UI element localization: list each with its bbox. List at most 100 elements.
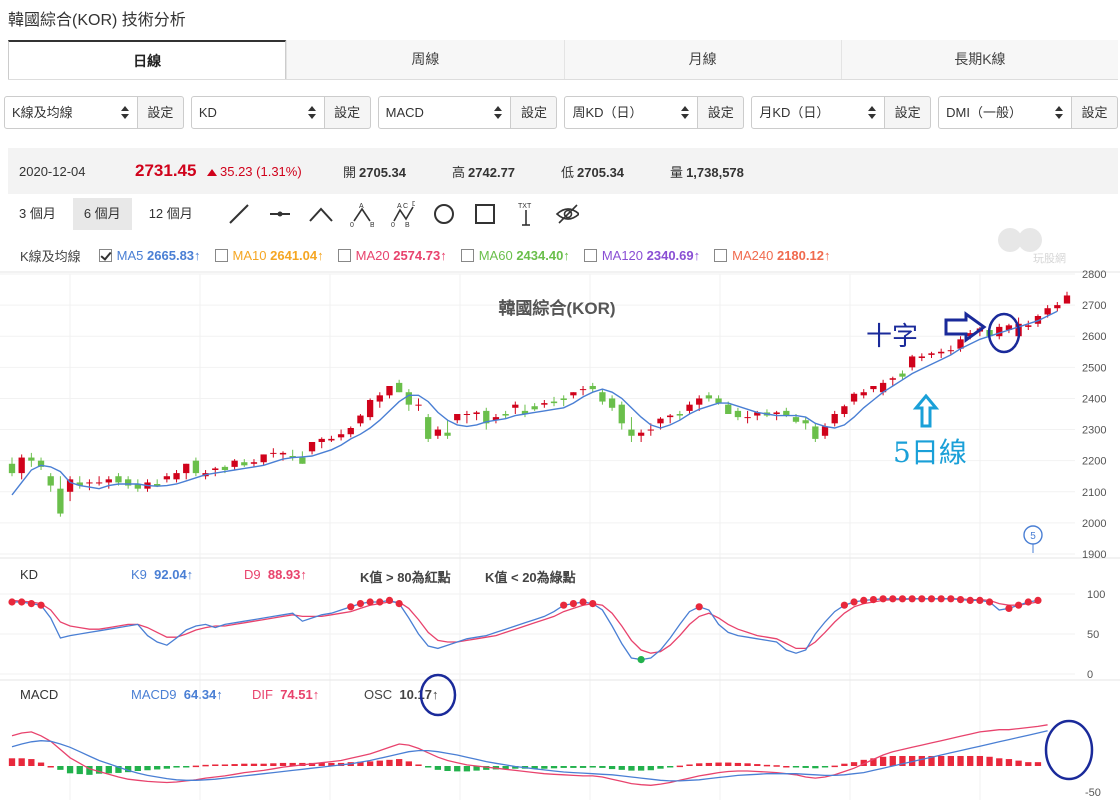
checkbox-icon <box>714 249 728 262</box>
settings-button-6[interactable]: 設定 <box>1071 96 1118 129</box>
candle-body <box>676 414 683 416</box>
osc-bar <box>28 759 35 766</box>
tab-daily[interactable]: 日線 <box>8 40 287 79</box>
candle <box>744 410 751 424</box>
settings-button-3[interactable]: 設定 <box>511 96 558 129</box>
tool-label: TXT <box>518 203 532 210</box>
kd-red-dot <box>1005 604 1013 613</box>
quote-volume: 量 1,738,578 <box>670 162 744 181</box>
selector-group-6: DMI（一般） 設定 <box>938 96 1118 129</box>
candle <box>444 420 451 439</box>
selector-group-4: 周KD（日） 設定 <box>564 96 745 129</box>
ma60-toggle[interactable]: MA60 2434.40↑ <box>460 248 570 263</box>
line-tool-icon[interactable] <box>227 202 251 226</box>
settings-button-2[interactable]: 設定 <box>324 96 371 129</box>
circle-icon[interactable] <box>432 202 456 226</box>
candle-body <box>928 353 935 355</box>
ma5-toggle[interactable]: MA5 2665.83↑ <box>98 248 201 263</box>
candle-body <box>938 351 945 354</box>
candle-body <box>637 432 645 436</box>
candle-body <box>618 404 625 424</box>
tab-monthly[interactable]: 月線 <box>563 40 841 79</box>
angle-icon[interactable] <box>309 202 333 226</box>
text-tool-icon[interactable]: TXT <box>514 202 538 226</box>
osc-bar <box>531 766 538 769</box>
range-6-months[interactable]: 6 個月 <box>72 198 132 230</box>
osc-bar <box>279 762 287 766</box>
candle <box>28 452 35 467</box>
osc-bar <box>996 758 1003 766</box>
indicator-select-1[interactable]: K線及均線 <box>4 96 138 129</box>
osc-bar <box>183 766 190 768</box>
arrow-up-icon <box>912 393 940 428</box>
quote-price: 2731.45 <box>135 161 197 180</box>
indicator-select-2[interactable]: KD <box>190 96 325 129</box>
settings-button-4[interactable]: 設定 <box>698 96 745 129</box>
tab-weekly[interactable]: 周線 <box>286 40 563 79</box>
macd9-label: MACD9 <box>131 687 177 702</box>
kd-red-dot <box>966 596 974 605</box>
osc-bar <box>502 766 509 770</box>
settings-button-1[interactable]: 設定 <box>137 96 184 129</box>
range-3-months[interactable]: 3 個月 <box>19 206 56 221</box>
indicator-select-3[interactable]: MACD <box>377 96 512 129</box>
ma60-label: MA60 <box>478 248 513 263</box>
select-arrows-icon <box>307 105 316 121</box>
candle-body <box>657 418 664 424</box>
kd-red-dot <box>385 596 394 605</box>
candle <box>850 392 858 405</box>
k9-legend: K9 92.04↑ <box>131 567 193 582</box>
annotation-ma5: 5日線 <box>893 393 967 469</box>
indicator-select-5[interactable]: 月KD（日） <box>751 96 886 129</box>
rectangle-icon[interactable] <box>473 202 497 226</box>
candle-body <box>667 415 674 418</box>
indicator-select-6[interactable]: DMI（一般） <box>938 96 1072 129</box>
kd-red-dot <box>356 600 365 608</box>
tool-label: A <box>397 203 402 210</box>
ma5-line <box>11 310 1058 496</box>
osc-bar <box>221 764 229 766</box>
y-tick-label: 2000 <box>1082 518 1106 530</box>
candle <box>483 407 490 430</box>
y-tick-label: 2700 <box>1082 300 1106 312</box>
ma10-toggle[interactable]: MA10 2641.04↑ <box>214 248 324 263</box>
checkbox-icon <box>98 249 112 262</box>
abc-pattern-icon[interactable]: A 0 B <box>350 202 374 227</box>
osc-bar <box>579 766 587 768</box>
indicator-select-4[interactable]: 周KD（日） <box>564 96 699 129</box>
candle <box>8 457 16 477</box>
candle-body <box>86 482 93 484</box>
kd-red-dot <box>589 600 597 608</box>
macd9-line <box>11 730 1048 782</box>
candle <box>637 429 645 442</box>
candle <box>512 401 519 414</box>
candle-body <box>337 434 345 438</box>
low-label: 低 <box>561 164 575 180</box>
horizontal-line-icon[interactable] <box>268 202 292 226</box>
hide-eye-icon[interactable] <box>555 202 579 226</box>
candle <box>1063 291 1071 304</box>
quote-change-value: 35.23 (1.31%) <box>220 163 302 179</box>
osc-bar <box>318 762 325 766</box>
ma120-toggle[interactable]: MA120 2340.69↑ <box>583 248 700 263</box>
tab-long-term[interactable]: 長期K線 <box>840 40 1118 79</box>
osc-bar <box>676 765 683 768</box>
osc-legend: OSC 10.17↑ <box>364 687 438 702</box>
y-tick-label: 2300 <box>1082 425 1106 437</box>
osc-bar <box>212 764 219 766</box>
dif-value: 74.51↑ <box>280 687 320 702</box>
candle-body <box>860 392 867 396</box>
y-tick-label: 2400 <box>1082 393 1106 405</box>
ma20-toggle[interactable]: MA20 2574.73↑ <box>337 248 447 263</box>
settings-button-5[interactable]: 設定 <box>885 96 932 129</box>
candle <box>1025 320 1032 330</box>
ma240-toggle[interactable]: MA240 2180.12↑ <box>714 248 830 263</box>
range-12-months[interactable]: 12 個月 <box>148 206 193 221</box>
kd-red-dot <box>985 598 994 606</box>
candle <box>860 389 867 399</box>
ma20-value: 2574.73↑ <box>393 248 447 263</box>
candle <box>589 382 596 393</box>
candle <box>628 417 635 442</box>
